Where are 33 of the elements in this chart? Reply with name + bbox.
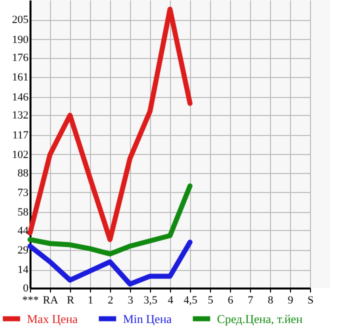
y-tick-label: 117 — [12, 129, 29, 142]
x-tick-label: 7 — [248, 294, 254, 306]
y-tick-label: 146 — [12, 91, 29, 104]
x-tick-label: R — [66, 294, 75, 306]
legend-label: Max Цена — [27, 312, 78, 326]
y-tick-label: 102 — [12, 148, 28, 161]
x-tick-label: 8 — [268, 294, 274, 306]
x-tick-label: *** — [22, 294, 39, 306]
y-tick-label: 205 — [12, 14, 29, 26]
y-tick-label: 176 — [12, 52, 29, 64]
y-tick-label: 88 — [18, 167, 29, 180]
x-tick-label: S — [307, 294, 314, 306]
y-tick-label: 0 — [23, 282, 29, 294]
legend-label: Min Цена — [123, 312, 172, 326]
legend-label: Сред.Цена, т.йен — [217, 312, 304, 326]
y-tick-label: 132 — [12, 110, 28, 122]
x-tick-label: 1 — [88, 294, 94, 306]
x-tick-label: 9 — [288, 294, 294, 306]
x-tick-label: 4,5 — [184, 294, 198, 306]
x-tick-label: 3 — [128, 294, 134, 306]
y-tick-label: 161 — [12, 72, 28, 84]
y-tick-label: 44 — [18, 224, 29, 237]
x-tick-label: 5 — [208, 294, 214, 306]
x-tick-label: RA — [42, 294, 58, 306]
y-tick-label: 73 — [18, 186, 29, 199]
y-tick-label: 58 — [18, 206, 29, 219]
y-tick-label: 14 — [18, 264, 29, 276]
x-tick-label: 3,5 — [144, 294, 158, 306]
x-tick-label: 2 — [108, 294, 114, 306]
x-tick-label: 4 — [168, 294, 174, 306]
y-tick-label: 29 — [18, 244, 29, 257]
x-tick-label: 6 — [228, 294, 234, 306]
y-tick-label: 190 — [12, 34, 29, 46]
